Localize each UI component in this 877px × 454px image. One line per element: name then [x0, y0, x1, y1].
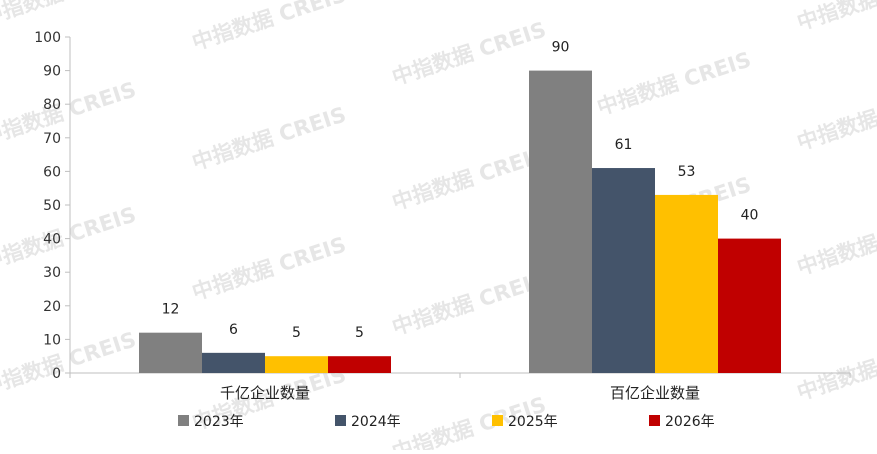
y-tick-label: 30	[43, 265, 61, 281]
watermark-text: 中指数据 CREIS	[794, 0, 877, 35]
y-tick-label: 50	[43, 198, 61, 214]
watermark-text: 中指数据 CREIS	[794, 207, 877, 279]
bar	[139, 332, 202, 373]
y-tick-label: 80	[43, 97, 61, 113]
y-tick-label: 10	[43, 332, 61, 348]
legend-swatch	[335, 415, 346, 426]
data-label: 40	[741, 208, 759, 224]
data-label: 6	[229, 322, 238, 338]
bar	[592, 168, 655, 373]
watermark-text: 中指数据 CREIS	[389, 17, 549, 89]
watermark-text: 中指数据 CREIS	[0, 77, 139, 149]
data-label: 12	[162, 302, 180, 318]
y-tick-label: 60	[43, 164, 61, 180]
data-label: 5	[355, 325, 364, 341]
data-label: 90	[552, 40, 570, 56]
y-tick-label: 90	[43, 64, 61, 80]
watermark-text: 中指数据 CREIS	[189, 102, 349, 174]
legend: 2023年 2024年 2025年 2026年	[178, 414, 715, 430]
y-tick-label: 20	[43, 299, 61, 315]
watermark-text: 中指数据 CREIS	[189, 0, 349, 55]
watermark-text: 中指数据 CREIS	[189, 232, 349, 304]
axes: 0 10 20 30 40 50 60 70 80 90 100 千亿企业数量 百亿企业数量	[34, 30, 851, 402]
watermark-text: 中指数据 CREIS	[794, 332, 877, 404]
y-tick-label: 0	[52, 366, 61, 382]
bar	[529, 70, 592, 373]
legend-swatch	[492, 415, 503, 426]
legend-label: 2023年	[194, 414, 244, 430]
legend-swatch	[178, 415, 189, 426]
legend-label: 2025年	[508, 414, 558, 430]
bar	[328, 356, 391, 373]
bars	[139, 70, 781, 373]
data-label: 53	[678, 164, 696, 180]
watermark-text: 中指数据 CREIS	[0, 0, 139, 30]
watermark-text: 中指数据 CREIS	[389, 142, 549, 214]
legend-label: 2024年	[351, 414, 401, 430]
legend-swatch	[649, 415, 660, 426]
watermark-text: 中指数据 CREIS	[0, 327, 139, 399]
y-tick-label: 100	[34, 30, 61, 46]
bar	[265, 356, 328, 373]
data-label: 5	[292, 325, 301, 341]
y-tick-label: 40	[43, 232, 61, 248]
x-category-label: 千亿企业数量	[220, 384, 310, 402]
watermark-text: 中指数据 CREIS	[389, 267, 549, 339]
watermark-text: 中指数据 CREIS	[794, 82, 877, 154]
watermark-text: 中指数据 CREIS	[594, 47, 754, 119]
legend-label: 2026年	[665, 414, 715, 430]
data-label: 61	[615, 137, 633, 153]
data-labels: 12 6 5 5 90 61 53 40	[162, 40, 759, 342]
bar	[655, 194, 718, 373]
bar	[718, 238, 781, 373]
y-tick-label: 70	[43, 131, 61, 147]
bar	[202, 352, 265, 373]
x-category-label: 百亿企业数量	[610, 384, 700, 402]
